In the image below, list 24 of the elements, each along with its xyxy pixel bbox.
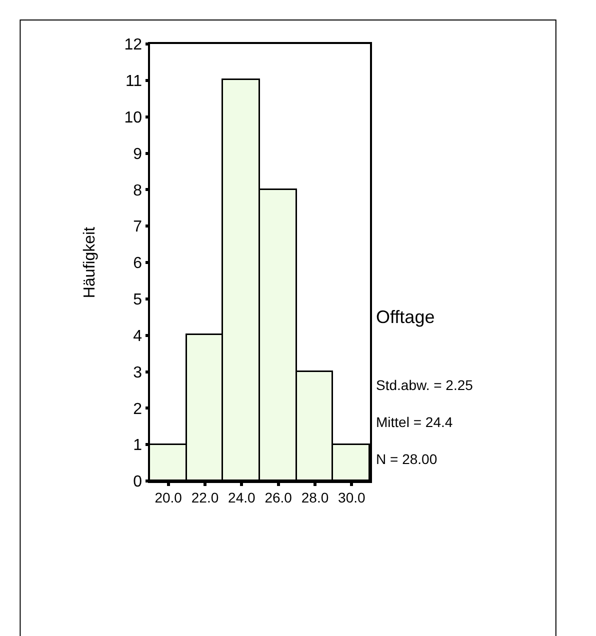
y-tick-label: 0 <box>133 474 142 491</box>
x-tick-label: 20.0 <box>154 490 182 506</box>
y-tick-label: 1 <box>133 437 142 454</box>
y-tick-label: 6 <box>133 255 142 272</box>
x-axis-title: Offtage <box>376 307 435 327</box>
y-tick-label: 8 <box>133 182 142 200</box>
y-tick-label: 5 <box>133 292 142 309</box>
y-tick-label: 12 <box>124 36 142 54</box>
y-tick-label: 9 <box>133 146 142 163</box>
y-tick-label: 2 <box>133 400 142 418</box>
y-axis-title: Häufigkeit <box>82 226 99 298</box>
y-tick-label: 3 <box>133 364 142 382</box>
x-tick-label: 22.0 <box>191 490 219 506</box>
text: Mittel = 24.4 <box>376 414 453 430</box>
y-tick-label: 4 <box>133 328 142 345</box>
y-tick-label: 7 <box>133 218 142 236</box>
x-tick-label: 30.0 <box>338 490 366 506</box>
x-tick-label: 28.0 <box>301 490 329 506</box>
x-tick-label: 24.0 <box>228 490 256 506</box>
text: Std.abw. = 2.25 <box>376 377 474 393</box>
x-tick-label: 26.0 <box>264 490 292 506</box>
text: N = 28.00 <box>376 451 438 467</box>
y-tick-label: 10 <box>124 109 142 126</box>
y-tick-label: 11 <box>125 73 142 90</box>
